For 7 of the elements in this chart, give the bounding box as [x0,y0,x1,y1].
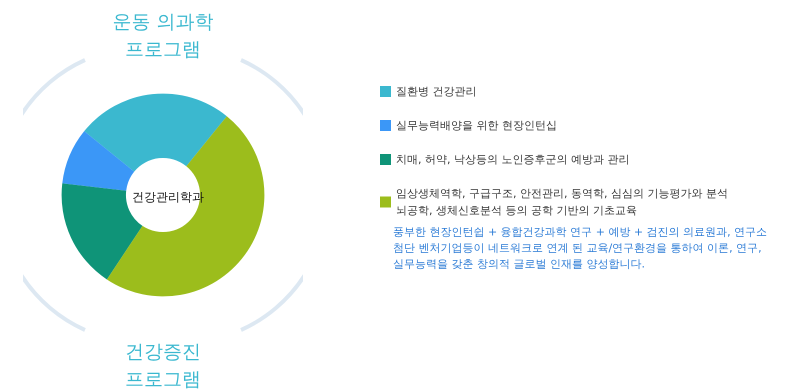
text: 건강증진 프로그램 [125,340,201,390]
legend-label: 치매, 허약, 낙상등의 노인증후군의 예방과 관리 [396,153,630,166]
legend-label: 임상생체역학, 구급구조, 안전관리, 동역학, 심심의 기능평가와 분석 뇌공학, 생체신호분석 등의 공학 기반의 기초교육 [396,187,728,217]
text: 운동 의과학 프로그램 [112,10,214,60]
text: 풍부한 현장인턴쉽 + 융합건강과학 연구 + 예방 + 검진의 의료원과, 연구소 첨단 벤처기업등이 네트워크로 연계 된 교육/연구환경을 통하여 이론, 연구, 실무능력을 갖춘 창의적 글로벌 인재를 양성합니다. [393,225,768,270]
legend-label: 실무능력배양을 위한 현장인턴십 [396,119,557,132]
legend-label: 질환병 건강관리 [396,85,476,98]
